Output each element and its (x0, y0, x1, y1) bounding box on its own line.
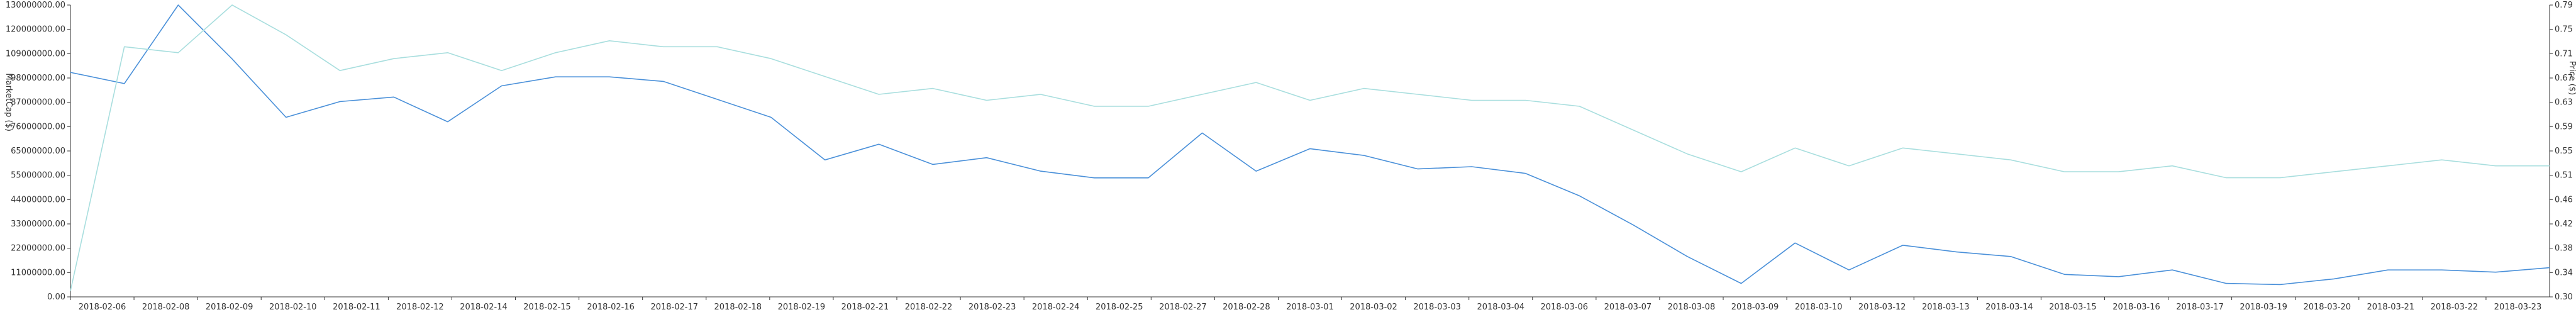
x-tick-label: 2018-03-02 (1350, 303, 1397, 312)
x-tick-label: 2018-03-13 (1922, 303, 1970, 312)
x-tick-label: 2018-02-21 (841, 303, 889, 312)
y-axis-left-title: MarketCap ($) (4, 73, 13, 131)
y-left-tick-label: 109000000.00 (6, 49, 65, 58)
x-tick-label: 2018-02-11 (333, 303, 380, 312)
y-left-tick-label: 0.00 (47, 292, 65, 302)
x-tick-label: 2018-03-12 (1858, 303, 1906, 312)
x-tick-label: 2018-02-19 (778, 303, 826, 312)
x-tick-label: 2018-03-22 (2431, 303, 2479, 312)
x-tick-label: 2018-03-23 (2494, 303, 2542, 312)
y-left-tick-label: 87000000.00 (11, 98, 65, 108)
x-tick-label: 2018-02-08 (142, 303, 190, 312)
y-left-tick-label: 11000000.00 (11, 268, 65, 277)
x-tick-label: 2018-02-17 (650, 303, 698, 312)
y-right-tick-label: 0.46 (2555, 195, 2573, 204)
x-tick-label: 2018-02-10 (269, 303, 317, 312)
axes: 0.00 11000000.00 22000000.00 33000000.00 440… (6, 1, 2573, 312)
y-axis-right-title: Price ($) (2567, 61, 2576, 95)
x-tick-label: 2018-02-15 (523, 303, 571, 312)
y-left-tick-label: 65000000.00 (11, 147, 65, 156)
x-tick-label: 2018-02-18 (714, 303, 762, 312)
x-tick-label: 2018-03-09 (1731, 303, 1779, 312)
x-tick-label: 2018-03-20 (2303, 303, 2351, 312)
x-tick-label: 2018-03-06 (1541, 303, 1589, 312)
y-right-tick-label: 0.71 (2555, 49, 2573, 58)
x-tick-label: 2018-03-03 (1413, 303, 1461, 312)
x-tick-label: 2018-02-25 (1096, 303, 1143, 312)
y-left-tick-label: 120000000.00 (6, 25, 65, 35)
x-tick-label: 2018-02-12 (396, 303, 444, 312)
x-tick-label: 2018-02-22 (905, 303, 953, 312)
y-right-tick-label: 0.67 (2555, 74, 2573, 83)
series-line-marketcap (70, 4, 2550, 286)
x-tick-label: 2018-02-23 (969, 303, 1016, 312)
y-left-tick-label: 130000000.00 (6, 1, 65, 10)
y-left-tick-label: 22000000.00 (11, 244, 65, 253)
x-tick-label: 2018-03-19 (2240, 303, 2287, 312)
y-right-tick-label: 0.42 (2555, 220, 2573, 229)
y-left-tick-label: 76000000.00 (11, 122, 65, 131)
y-left-tick-label: 98000000.00 (11, 74, 65, 83)
x-tick-label: 2018-03-15 (2049, 303, 2097, 312)
x-tick-label: 2018-02-06 (79, 303, 126, 312)
x-tick-label: 2018-02-14 (460, 303, 508, 312)
x-tick-label: 2018-02-28 (1223, 303, 1270, 312)
x-tick-label: 2018-03-16 (2112, 303, 2160, 312)
x-tick-label: 2018-03-08 (1668, 303, 1716, 312)
x-tick-label: 2018-03-10 (1795, 303, 1843, 312)
y-right-tick-label: 0.38 (2555, 244, 2573, 253)
y-right-tick-label: 0.59 (2555, 122, 2573, 131)
y-right-tick-label: 0.34 (2555, 268, 2573, 277)
x-tick-label: 2018-03-07 (1604, 303, 1652, 312)
series-layer (70, 4, 2550, 291)
y-left-tick-label: 33000000.00 (11, 220, 65, 229)
x-tick-label: 2018-03-04 (1477, 303, 1524, 312)
x-tick-label: 2018-03-01 (1286, 303, 1334, 312)
y-left-tick-label: 55000000.00 (11, 171, 65, 181)
x-tick-label: 2018-02-16 (587, 303, 635, 312)
x-tick-label: 2018-02-27 (1159, 303, 1207, 312)
series-line-price (70, 4, 2550, 291)
y-right-tick-label: 0.55 (2555, 147, 2573, 156)
x-tick-label: 2018-03-14 (1985, 303, 2033, 312)
x-tick-label: 2018-02-24 (1032, 303, 1080, 312)
y-right-tick-label: 0.79 (2555, 1, 2573, 10)
y-left-tick-label: 44000000.00 (11, 195, 65, 204)
x-tick-label: 2018-03-21 (2367, 303, 2415, 312)
y-right-tick-label: 0.75 (2555, 25, 2573, 35)
y-right-tick-label: 0.30 (2555, 292, 2573, 302)
x-tick-label: 2018-02-09 (206, 303, 253, 312)
y-right-tick-label: 0.51 (2555, 171, 2573, 181)
y-right-tick-label: 0.63 (2555, 98, 2573, 108)
x-tick-label: 2018-03-17 (2176, 303, 2224, 312)
